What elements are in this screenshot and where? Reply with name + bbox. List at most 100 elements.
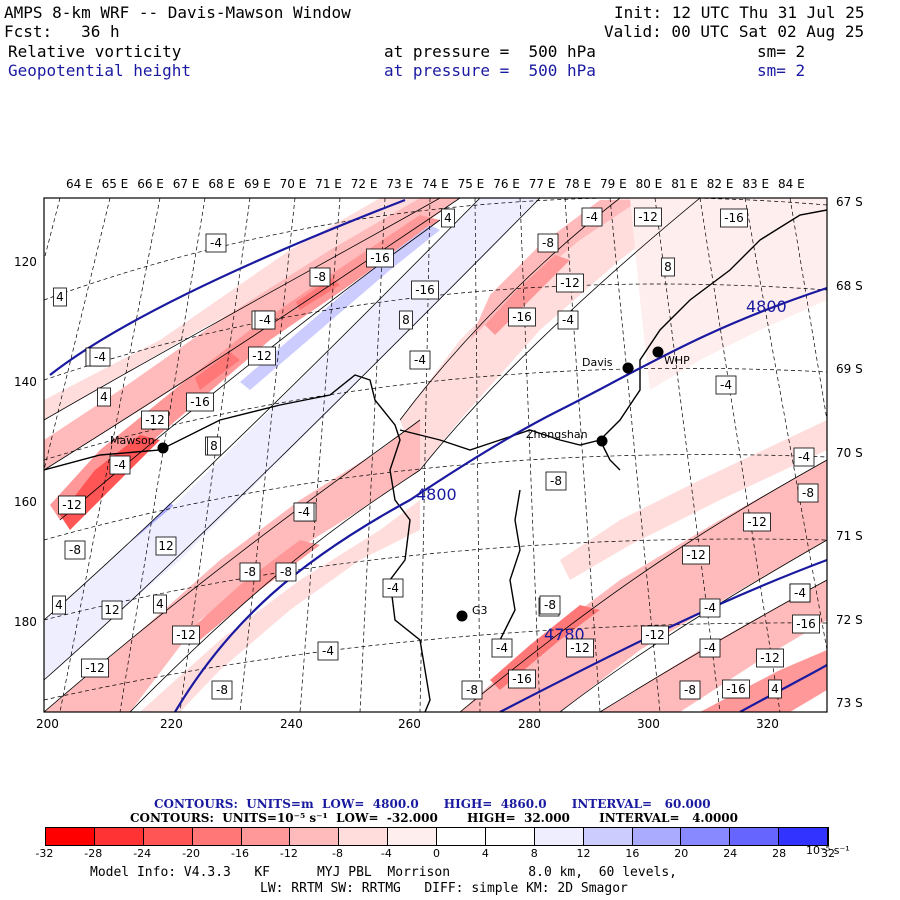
vorticity-label: -12: [566, 638, 594, 658]
svg-text:-12: -12: [570, 641, 590, 655]
svg-text:-16: -16: [796, 617, 816, 631]
lon-label: 65 E: [101, 177, 129, 191]
colorbar-tick: 8: [530, 847, 538, 860]
vorticity-label: 4: [768, 679, 782, 699]
svg-text:-12: -12: [176, 628, 196, 642]
colorbar-segment: [779, 828, 828, 845]
vorticity-label: -4: [699, 598, 721, 618]
svg-text:12: 12: [158, 539, 173, 553]
y-tick-160: 160: [14, 495, 37, 509]
svg-text:-4: -4: [562, 313, 574, 327]
svg-text:-16: -16: [724, 211, 744, 225]
station-g3-marker[interactable]: [456, 610, 468, 622]
station-davis-marker[interactable]: [622, 362, 634, 374]
lon-label: 76 E: [493, 177, 520, 191]
field2-name: Geopotential height: [8, 61, 192, 80]
vorticity-label: -12: [248, 346, 276, 366]
svg-text:-4: -4: [414, 353, 426, 367]
vorticity-label: -8: [679, 680, 701, 700]
lon-label: 82 E: [706, 177, 734, 191]
svg-text:-8: -8: [466, 683, 478, 697]
svg-text:-12: -12: [747, 515, 767, 529]
vorticity-label: 4: [153, 594, 167, 614]
vorticity-label: -8: [309, 267, 331, 287]
vorticity-label: -4: [789, 583, 811, 603]
colorbar-tick: -12: [279, 847, 298, 860]
vorticity-label: -16: [186, 392, 214, 412]
station-label-g3: G3: [472, 604, 488, 617]
svg-text:-12: -12: [760, 651, 780, 665]
field1-sm: sm= 2: [757, 42, 806, 61]
svg-text:8: 8: [664, 260, 672, 274]
svg-text:-12: -12: [252, 349, 272, 363]
vorticity-label: -12: [172, 625, 200, 645]
station-mawson-marker[interactable]: [157, 442, 169, 454]
svg-text:-4: -4: [298, 505, 310, 519]
vorticity-label: -8: [545, 471, 567, 491]
lon-label: 74 E: [422, 177, 449, 191]
station-label-whp: WHP: [664, 354, 690, 367]
vorticity-label: -16: [411, 280, 439, 300]
lat-label: 69 S: [836, 362, 863, 376]
svg-text:-12: -12: [638, 210, 658, 224]
colorbar-tick: 4: [481, 847, 489, 860]
svg-text:4: 4: [156, 597, 164, 611]
colorbar-tick: 16: [625, 847, 640, 860]
colorbar-tick: 32: [821, 847, 835, 860]
lon-label: 78 E: [564, 177, 592, 191]
x-tick-200: 200: [36, 717, 59, 731]
colorbar-tick: 0: [433, 847, 440, 860]
vorticity-label: -4: [89, 347, 111, 367]
x-tick-320: 320: [756, 717, 779, 731]
svg-text:4: 4: [56, 290, 64, 304]
svg-text:-12: -12: [145, 413, 165, 427]
vorticity-label: -12: [682, 545, 710, 565]
svg-text:-8: -8: [314, 270, 326, 284]
station-label-mawson: Mawson: [110, 434, 155, 447]
station-markers: [157, 346, 664, 622]
vorticity-label: -8: [211, 680, 233, 700]
vorticity-label: 4: [441, 208, 455, 228]
vorticity-label: -4: [715, 375, 737, 395]
vorticity-label: -16: [720, 208, 748, 228]
svg-text:-4: -4: [259, 313, 271, 327]
svg-text:-4: -4: [322, 644, 334, 658]
svg-text:-4: -4: [704, 641, 716, 655]
lon-label: 68 E: [208, 177, 236, 191]
svg-text:-4: -4: [720, 378, 732, 392]
field1-level: at pressure = 500 hPa: [384, 42, 596, 61]
colorbar-segment: [46, 828, 95, 845]
vorticity-labels: -12 -8 -4 -4 -8 -16 -12 -4 -16 -4 -12 -4 4 -8 -16 8 4 4 -4…: [52, 207, 820, 700]
colorbar-segment: [94, 828, 144, 845]
vorticity-label: -4: [581, 207, 603, 227]
station-label-davis: Davis: [582, 356, 613, 369]
svg-text:-16: -16: [190, 395, 210, 409]
vorticity-label: -4: [382, 578, 404, 598]
x-tick-220: 220: [160, 717, 183, 731]
lon-label: 67 E: [172, 177, 200, 191]
vorticity-label: -16: [722, 679, 750, 699]
station-zhongshan-marker[interactable]: [596, 435, 608, 447]
vorticity-label: 8: [399, 310, 413, 330]
y-tick-120: 120: [14, 255, 37, 269]
x-tick-280: 280: [518, 717, 541, 731]
coastline: [44, 209, 827, 712]
vorticity-label: -12: [634, 207, 662, 227]
lon-label: 73 E: [386, 177, 414, 191]
lat-label: 70 S: [836, 445, 863, 460]
vorticity-label: -16: [366, 248, 394, 268]
lon-label: 80 E: [635, 177, 663, 191]
vorticity-label: -12: [81, 658, 109, 678]
height-contour-info: CONTOURS: UNITS=m LOW= 4800.0 HIGH= 4860…: [154, 797, 711, 811]
vorticity-label: -4: [293, 502, 315, 522]
x-tick-300: 300: [637, 717, 660, 731]
vorticity-label: -16: [508, 669, 536, 689]
svg-text:8: 8: [402, 313, 410, 327]
station-whp-marker[interactable]: [652, 346, 664, 358]
map-title: AMPS 8-km WRF -- Davis-Mawson Window: [4, 3, 351, 22]
colorbar-tick: -4: [380, 847, 392, 860]
vorticity-label: -12: [58, 495, 86, 515]
lon-label: 79 E: [600, 177, 627, 191]
lat-label: 71 S: [836, 529, 863, 543]
